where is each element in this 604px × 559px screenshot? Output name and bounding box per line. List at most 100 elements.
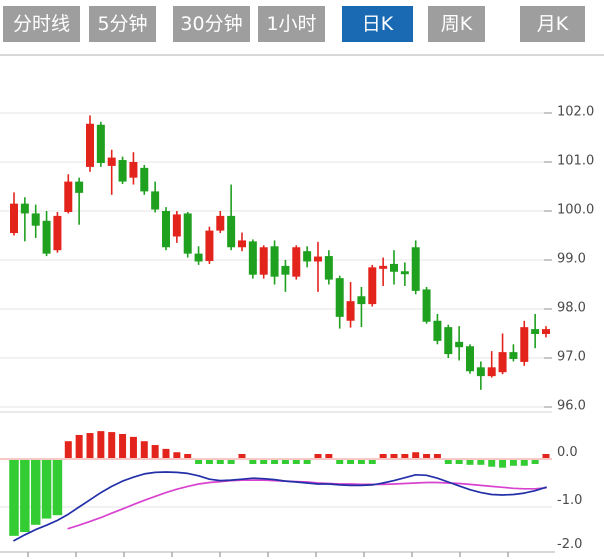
interval-tabbar: 分时线 5分钟 30分钟 1小时 日K 周K 月K <box>0 0 604 54</box>
tab-5min[interactable]: 5分钟 <box>89 6 156 42</box>
tab-30min[interactable]: 30分钟 <box>173 6 250 42</box>
macd-histogram-bar <box>140 441 148 458</box>
candle <box>64 181 73 212</box>
price-axis-label: 101.0 <box>557 154 594 169</box>
candle <box>303 251 312 262</box>
macd-histogram-bar <box>173 452 181 458</box>
candle <box>520 327 529 362</box>
tab-1hour[interactable]: 1小时 <box>258 6 325 42</box>
candle <box>248 241 257 275</box>
candle <box>379 265 388 269</box>
macd-histogram-bar <box>357 460 365 464</box>
macd-histogram-bar <box>227 460 235 464</box>
candle <box>389 263 398 272</box>
macd-histogram-bar <box>292 460 300 464</box>
macd-histogram-bar <box>260 460 268 464</box>
macd-histogram-bar <box>379 454 387 458</box>
macd-histogram-bar <box>477 460 485 465</box>
candle <box>324 256 333 280</box>
dea-line <box>67 479 547 530</box>
price-axis-label: 97.0 <box>557 350 586 365</box>
tab-daily-k[interactable]: 日K <box>342 6 413 42</box>
candle <box>183 213 192 254</box>
price-axis-label: 96.0 <box>557 399 586 414</box>
candle <box>42 220 51 254</box>
macd-histogram-bar <box>488 460 496 467</box>
candle <box>205 230 214 261</box>
macd-histogram-bar <box>499 460 507 468</box>
tab-weekly-k[interactable]: 周K <box>428 6 485 42</box>
candle <box>194 253 203 262</box>
tab-time-line[interactable]: 分时线 <box>3 6 80 42</box>
macd-histogram-bar <box>249 460 257 464</box>
macd-histogram-bar <box>412 452 420 458</box>
macd-histogram-bar <box>195 460 203 464</box>
candle <box>346 301 355 321</box>
macd-histogram-bar <box>423 454 431 458</box>
candle <box>118 160 127 182</box>
candle <box>20 203 29 214</box>
candle <box>151 191 160 210</box>
candle <box>259 247 268 275</box>
macd-histogram-bar <box>20 460 30 532</box>
price-axis-label: 102.0 <box>557 105 594 120</box>
macd-histogram-bar <box>325 454 333 458</box>
candle <box>53 215 62 251</box>
indicator-axis-label: 0.0 <box>557 445 578 460</box>
candle <box>107 157 116 166</box>
macd-histogram-bar <box>542 454 550 458</box>
candle <box>270 246 279 277</box>
macd-histogram-bar <box>162 448 170 458</box>
candle <box>465 346 474 372</box>
candle <box>227 215 236 248</box>
macd-histogram-bar <box>444 460 452 464</box>
macd-histogram-bar <box>30 460 41 525</box>
macd-histogram-bar <box>9 460 19 536</box>
price-axis-label: 100.0 <box>557 203 594 218</box>
candle <box>531 329 540 334</box>
candle <box>433 320 442 341</box>
macd-histogram-bar <box>336 460 344 464</box>
macd-histogram-bar <box>466 460 474 465</box>
macd-histogram-bar <box>520 460 528 466</box>
tab-monthly-k[interactable]: 月K <box>520 6 585 42</box>
macd-histogram-bar <box>303 460 311 464</box>
candle <box>541 329 550 334</box>
dif-line <box>13 471 547 542</box>
price-axis-label: 98.0 <box>557 301 586 316</box>
candle <box>281 265 290 275</box>
macd-histogram-bar <box>205 460 213 464</box>
macd-histogram-bar <box>531 460 539 464</box>
macd-histogram-bar <box>97 431 105 458</box>
macd-histogram-bar <box>64 441 72 458</box>
macd-histogram-bar <box>238 454 246 458</box>
candle <box>411 247 420 291</box>
candle <box>509 352 518 359</box>
macd-histogram-bar <box>368 460 376 464</box>
price-axis-label: 99.0 <box>557 252 586 267</box>
indicator-axis-label: -2.0 <box>557 537 582 552</box>
macd-histogram-bar <box>75 434 83 458</box>
macd-histogram-bar <box>119 434 127 458</box>
candle <box>444 327 453 355</box>
macd-histogram-bar <box>108 432 116 458</box>
candle <box>487 367 496 377</box>
candle <box>96 124 105 163</box>
macd-histogram-bar <box>455 460 463 464</box>
macd-histogram-bar <box>347 460 355 464</box>
candle <box>313 256 322 262</box>
macd-histogram-bar <box>184 454 192 458</box>
candle <box>400 271 409 275</box>
candle <box>129 162 138 178</box>
macd-histogram-bar <box>433 454 441 458</box>
macd-histogram-bar <box>52 460 63 516</box>
candle <box>10 203 18 234</box>
candle <box>237 240 246 248</box>
candle <box>161 211 170 248</box>
macd-histogram-bar <box>401 454 409 458</box>
candle <box>357 296 366 305</box>
macd-histogram-bar <box>509 460 517 466</box>
candle <box>75 181 84 193</box>
